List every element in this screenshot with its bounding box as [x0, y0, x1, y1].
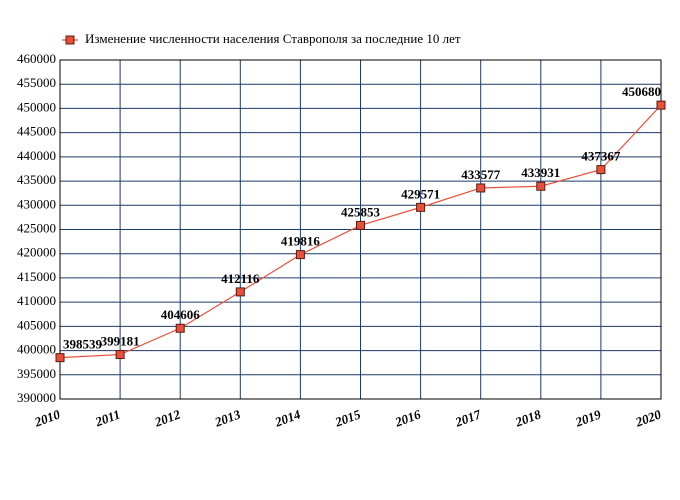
y-tick-label: 450000 [17, 99, 56, 114]
y-tick-label: 430000 [17, 196, 56, 211]
data-label: 437367 [581, 149, 621, 164]
plot-border [59, 59, 662, 400]
y-tick-label: 400000 [17, 342, 56, 357]
y-tick-label: 390000 [17, 390, 56, 405]
data-point [235, 287, 245, 297]
data-point [115, 350, 125, 360]
y-tick-label: 415000 [17, 269, 56, 284]
data-point [55, 353, 65, 363]
data-label: 433577 [461, 167, 501, 182]
y-tick-label: 420000 [17, 245, 56, 260]
y-tick-label: 455000 [17, 75, 56, 90]
y-tick-label: 410000 [17, 293, 56, 308]
data-label: 433931 [521, 165, 560, 180]
data-label: 425853 [341, 204, 381, 219]
data-label: 404606 [161, 307, 201, 322]
data-label: 398539 [63, 337, 103, 352]
data-point [656, 100, 666, 110]
data-point [175, 323, 185, 333]
data-label: 429571 [401, 186, 440, 201]
data-point [295, 250, 305, 260]
data-point [356, 220, 365, 230]
legend-label: Изменение численности населения Ставропо… [85, 31, 461, 46]
y-tick-label: 435000 [17, 172, 56, 187]
y-tick-label: 425000 [17, 220, 56, 235]
data-point [596, 165, 606, 175]
legend-marker [65, 35, 75, 45]
data-label: 419816 [281, 234, 321, 249]
y-tick-label: 460000 [17, 51, 56, 66]
data-label: 450680 [622, 84, 661, 99]
data-label: 399181 [101, 334, 140, 349]
y-tick-label: 440000 [17, 148, 56, 163]
y-tick-label: 445000 [17, 124, 56, 139]
y-tick-label: 405000 [17, 317, 56, 332]
data-label: 412116 [221, 271, 260, 286]
y-tick-label: 395000 [17, 366, 56, 381]
data-point [476, 183, 486, 193]
data-point [536, 181, 546, 191]
data-point [416, 202, 426, 212]
